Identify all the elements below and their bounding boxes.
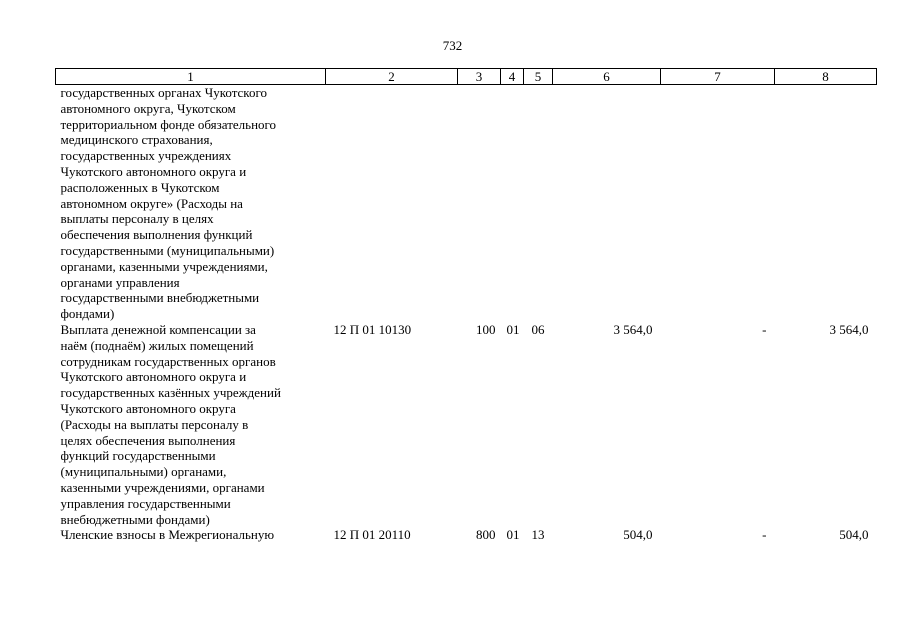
- row-expense-type: 800: [476, 527, 496, 543]
- budget-table: 1 2 3 4 5 6 7 8 государственных органах …: [55, 68, 877, 543]
- header-col-6: 6: [552, 68, 661, 85]
- row-amount-col7: -: [762, 321, 767, 337]
- row-subsection: [524, 85, 553, 322]
- table-row: государственных органах Чукотского автон…: [56, 85, 877, 322]
- row-expense-type: [458, 85, 501, 322]
- row-amount-col8: [775, 85, 877, 322]
- row-section: [501, 85, 524, 322]
- row-section: 01: [506, 321, 520, 337]
- row-subsection: 06: [531, 321, 545, 337]
- row-amount-col8: 3 564,0: [829, 321, 869, 337]
- header-col-3: 3: [457, 68, 501, 85]
- header-col-2: 2: [325, 68, 458, 85]
- row-target-code: 12 П 01 20110: [333, 527, 411, 543]
- row-description: Выплата денежной компенсации за наём (по…: [60, 321, 281, 527]
- row-amount-col7: -: [762, 527, 767, 543]
- header-col-8: 8: [774, 68, 877, 85]
- header-row: 1 2 3 4 5 6 7 8: [55, 68, 877, 85]
- row-amount-col6: 3 564,0: [613, 321, 653, 337]
- header-col-7: 7: [660, 68, 775, 85]
- table-row: Членские взносы в Межрегиональную 12 П 0…: [56, 527, 877, 543]
- row-target-code: [326, 85, 458, 322]
- row-subsection: 13: [531, 527, 545, 543]
- row-section: 01: [506, 527, 520, 543]
- row-amount-col6: 504,0: [623, 527, 653, 543]
- header-col-1: 1: [55, 68, 326, 85]
- header-col-4: 4: [500, 68, 524, 85]
- row-amount-col6: [553, 85, 661, 322]
- row-amount-col7: [661, 85, 775, 322]
- header-col-5: 5: [523, 68, 553, 85]
- row-description: государственных органах Чукотского автон…: [60, 85, 277, 322]
- row-target-code: 12 П 01 10130: [333, 321, 412, 337]
- page-number: 732: [442, 38, 463, 53]
- row-description: Членские взносы в Межрегиональную: [60, 527, 275, 543]
- row-amount-col8: 504,0: [839, 527, 869, 543]
- row-expense-type: 100: [476, 321, 496, 337]
- table-row: Выплата денежной компенсации за наём (по…: [56, 322, 877, 527]
